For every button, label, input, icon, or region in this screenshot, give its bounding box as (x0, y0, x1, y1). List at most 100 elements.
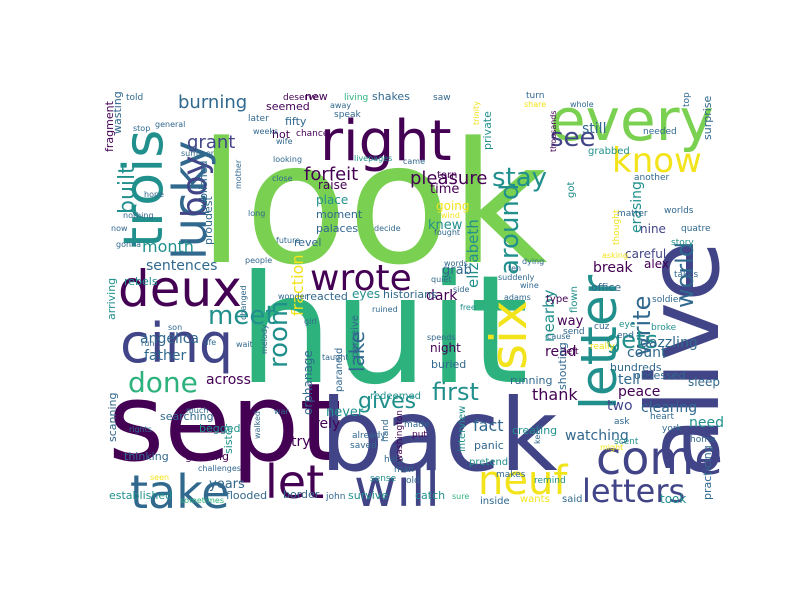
word-takes: takes (674, 270, 698, 280)
word-father: father (144, 348, 186, 364)
word-rely: rely (314, 416, 340, 432)
word-count: count (627, 345, 667, 361)
word-cause: cause (547, 332, 571, 341)
word-summer: summer (181, 149, 215, 158)
word-perceive: perceive (350, 315, 361, 358)
word-hundreds: hundreds (610, 361, 662, 374)
word-will: will (354, 459, 440, 519)
word-quatre: quatre (681, 224, 711, 234)
word-room: room (264, 301, 294, 368)
word-really: really (590, 342, 616, 352)
word-catch: catch (415, 489, 445, 502)
word-back: back (320, 377, 558, 494)
word-needed: needed (643, 127, 677, 137)
word-makes: makes (496, 470, 526, 480)
word-sept: sept (108, 361, 342, 486)
word-mother: mother (234, 159, 243, 189)
word-decide: decide (374, 224, 401, 233)
word-new: new (305, 90, 328, 103)
word-letter: letter (570, 274, 628, 410)
word-worlds: worlds (664, 206, 694, 216)
word-practicing: practicing (701, 445, 714, 500)
word-nine: nine (640, 222, 666, 236)
word-life: life (204, 338, 216, 347)
word-six: six (480, 300, 538, 370)
word-thinking: thinking (124, 450, 169, 463)
word-hot: hot (272, 128, 291, 141)
word-world: world (671, 242, 699, 308)
word-raise: raise (318, 178, 347, 192)
word-type: type (546, 294, 568, 305)
word-fought: fought (434, 228, 460, 237)
word-side: side (453, 285, 469, 294)
word-girl: girl (304, 317, 317, 326)
word-son: son (168, 323, 182, 332)
word-suddenly: suddenly (498, 273, 535, 282)
word-come: come (596, 431, 723, 485)
word-soldier: soldier (652, 295, 682, 305)
word-ten: ten (508, 264, 521, 273)
word-revel: revel (294, 236, 321, 249)
word-obsessed: obsessed (634, 369, 685, 382)
word-creating: creating (512, 424, 557, 437)
word-top: top (682, 92, 692, 107)
word-time: time (430, 182, 459, 197)
word-wonder: wonder (278, 292, 309, 301)
word-try: try (291, 434, 311, 450)
word-challenges: challenges (198, 464, 241, 473)
word-built: built (115, 165, 140, 214)
word-much: much (186, 406, 208, 415)
word-livepages: livepages (354, 154, 392, 163)
word-first: first (432, 378, 479, 406)
word-wind: wind (441, 211, 460, 220)
word-orphanage: orphanage (301, 350, 315, 415)
word-might: might (600, 443, 623, 452)
word-away: away (330, 101, 351, 110)
word-lake: lake (345, 331, 369, 372)
word-left: left (564, 347, 579, 357)
word-panic: panic (474, 439, 504, 452)
word-surprise: surprise (701, 95, 714, 140)
word-now: now (111, 224, 128, 233)
word-searching: searching (160, 410, 214, 423)
word-long: long (248, 209, 265, 218)
word-redeemed: redeemed (370, 391, 421, 402)
word-pleasure: pleasure (410, 168, 487, 189)
word-survive: survive (348, 489, 388, 502)
word-two: two (607, 398, 633, 414)
word-proudest: proudest (202, 196, 215, 245)
word-heart: heart (650, 412, 674, 422)
word-rebels: rebels (124, 275, 158, 288)
word-fifty: fifty (285, 115, 307, 128)
word-trinity: trinity (472, 101, 481, 125)
word-help: help (384, 455, 404, 465)
word-night: night (430, 341, 461, 355)
word-flooded: flooded (226, 489, 267, 502)
word-burning: burning (178, 92, 247, 113)
word-fraction: fraction (288, 255, 307, 316)
word-flown: flown (569, 286, 580, 313)
word-across: across (206, 372, 251, 388)
word-eyes: eyes (352, 287, 380, 301)
word-rights: rights (129, 425, 152, 434)
word-taught: taught (322, 353, 348, 362)
word-sleep: sleep (688, 375, 720, 389)
word-thousands: thousands (549, 110, 558, 152)
word-grant: grant (187, 132, 235, 153)
word-general: general (155, 120, 185, 129)
word-neuf: neuf (478, 458, 568, 504)
word-story: story (671, 238, 694, 248)
word-need: need (689, 415, 724, 431)
word-thank: thank (532, 385, 578, 404)
word-asking: asking (602, 251, 628, 260)
word-dazzling: dazzling (640, 335, 698, 351)
word-forfeit: forfeit (304, 164, 358, 185)
word-thought: thought (612, 209, 622, 245)
word-write: write (628, 296, 656, 356)
word-sure: sure (452, 492, 469, 501)
word-still: still (582, 121, 606, 137)
word-whole: whole (570, 100, 594, 109)
word-keep: keep (533, 425, 542, 444)
word-palaces: palaces (316, 222, 358, 235)
word-begged: begged (199, 422, 240, 435)
